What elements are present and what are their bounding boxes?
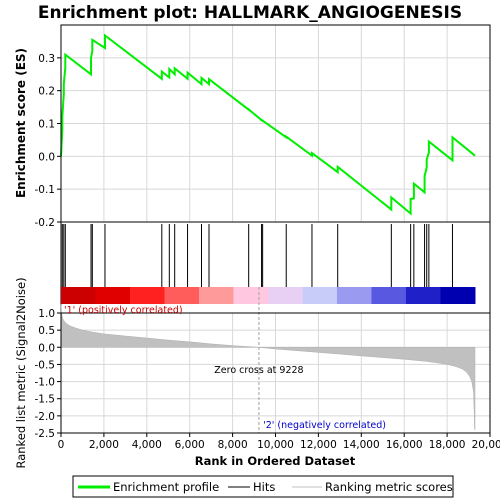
es-y-tick-label: -0.1 bbox=[35, 184, 56, 196]
x-tick-label: 8,000 bbox=[218, 439, 248, 451]
x-tick-label: 18,000 bbox=[429, 439, 466, 451]
metric-y-tick-label: -2.0 bbox=[35, 411, 56, 423]
metric-y-ticks: 1.0 0.5 0.0 -0.5 -1.0 -1.5 -2.0 -2.5 bbox=[35, 308, 61, 440]
es-y-axis-label: Enrichment score (ES) bbox=[14, 48, 28, 198]
colorbar-segment bbox=[371, 287, 407, 304]
legend: Enrichment profile Hits Ranking metric s… bbox=[72, 475, 454, 498]
es-gridlines bbox=[60, 25, 491, 223]
metric-x-ticks: 0 2,000 4,000 6,000 8,000 10,000 12,000 14,000 1… bbox=[58, 433, 500, 451]
colorbar-segment bbox=[336, 287, 372, 304]
hit-markers bbox=[61, 224, 453, 287]
x-tick-label: 10,000 bbox=[257, 439, 294, 451]
x-axis-label: Rank in Ordered Dataset bbox=[195, 454, 356, 468]
metric-y-tick-label: -0.5 bbox=[35, 359, 56, 371]
metric-y-tick-label: -1.0 bbox=[35, 377, 56, 389]
rank-colorbar bbox=[61, 287, 476, 304]
legend-label-hits: Hits bbox=[253, 480, 275, 494]
colorbar-segment bbox=[405, 287, 441, 304]
x-tick-label: 12,000 bbox=[300, 439, 337, 451]
x-tick-label: 14,000 bbox=[343, 439, 380, 451]
es-y-tick-label: 0.3 bbox=[38, 53, 55, 65]
colorbar-segment bbox=[267, 287, 303, 304]
metric-y-tick-label: 0.5 bbox=[38, 325, 55, 337]
positive-correlation-label: '1' (positively correlated) bbox=[64, 305, 183, 316]
metric-y-tick-label: -1.5 bbox=[35, 394, 56, 406]
x-tick-label: 0 bbox=[58, 439, 65, 451]
enrichment-profile-line bbox=[60, 33, 476, 216]
x-tick-label: 6,000 bbox=[175, 439, 205, 451]
es-y-tick-label: 0.0 bbox=[38, 151, 55, 163]
es-y-ticks: -0.2 -0.1 0.0 0.1 0.2 0.3 bbox=[35, 53, 61, 229]
metric-y-tick-label: 1.0 bbox=[38, 308, 55, 320]
zero-cross-label: Zero cross at 9228 bbox=[214, 365, 303, 376]
colorbar-segment bbox=[95, 287, 131, 304]
colorbar-segment bbox=[164, 287, 200, 304]
x-tick-label: 20,000 bbox=[472, 439, 500, 451]
colorbar-segment bbox=[61, 287, 96, 304]
ranking-metric-area bbox=[60, 304, 476, 430]
ranked-metric-panel: 1.0 0.5 0.0 -0.5 -1.0 -1.5 -2.0 -2.5 0 2,000 4,00… bbox=[14, 277, 500, 468]
legend-box bbox=[72, 475, 454, 498]
x-tick-label: 2,000 bbox=[89, 439, 119, 451]
enrichment-score-panel: -0.2 -0.1 0.0 0.1 0.2 0.3 Enrichment score (E… bbox=[14, 24, 491, 229]
es-y-tick-label: -0.2 bbox=[35, 217, 56, 229]
chart-title: Enrichment plot: HALLMARK_ANGIOGENESIS bbox=[38, 3, 462, 23]
colorbar-segment bbox=[440, 287, 476, 304]
x-tick-label: 4,000 bbox=[132, 439, 162, 451]
colorbar-segment bbox=[302, 287, 338, 304]
colorbar-segment bbox=[233, 287, 269, 304]
es-y-tick-label: 0.1 bbox=[38, 119, 55, 131]
legend-label-enrichment: Enrichment profile bbox=[113, 480, 219, 494]
colorbar-segment bbox=[198, 287, 234, 304]
negative-correlation-label: '2' (negatively correlated) bbox=[263, 420, 386, 431]
x-tick-label: 16,000 bbox=[386, 439, 423, 451]
es-y-tick-label: 0.2 bbox=[38, 86, 55, 98]
metric-y-tick-label: 0.0 bbox=[38, 342, 55, 354]
colorbar-segment bbox=[129, 287, 165, 304]
legend-label-metric: Ranking metric scores bbox=[325, 480, 453, 494]
hits-panel bbox=[60, 221, 491, 314]
metric-y-tick-label: -2.5 bbox=[35, 428, 56, 440]
metric-y-axis-label: Ranked list metric (Signal2Noise) bbox=[14, 277, 28, 468]
